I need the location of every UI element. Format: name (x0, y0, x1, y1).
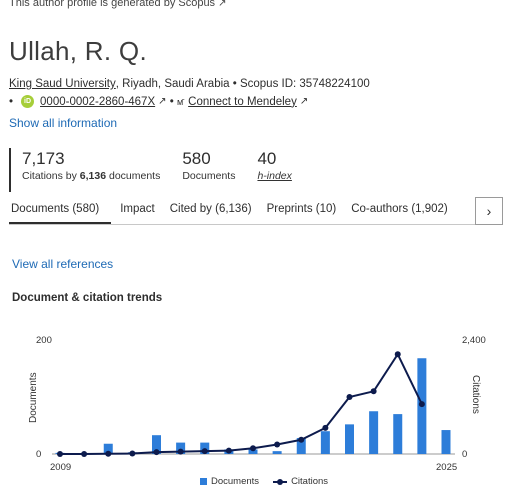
citations-point (346, 394, 353, 400)
citations-point (418, 401, 425, 408)
documents-bar (296, 438, 306, 454)
external-link-icon: ↗ (158, 96, 167, 107)
legend-citations-swatch (273, 478, 288, 485)
external-link-icon: ↗ (299, 96, 309, 107)
separator-dot: • (229, 78, 240, 90)
documents-bar (393, 414, 403, 454)
orcid-icon: iD (21, 95, 35, 108)
citations-docs-count: 6,136 (79, 170, 107, 182)
hindex-metric: 40 h-index (257, 148, 291, 192)
y-tick-label: 200 (36, 335, 52, 346)
citations-metric: 7,173 Citations by 6,136 documents (22, 148, 160, 192)
citations-point (274, 441, 281, 448)
legend-documents-label: Documents (211, 476, 260, 487)
tab-preprints[interactable]: Preprints (10) (266, 203, 337, 215)
citations-point (225, 447, 232, 454)
institution-link[interactable]: King Saud University (9, 78, 116, 90)
legend-citations-label: Citations (291, 476, 329, 487)
author-name: Ullah, R. Q. (9, 36, 147, 66)
citations-point (177, 448, 184, 455)
chevron-right-icon: › (486, 203, 492, 219)
legend-documents-swatch (200, 478, 207, 485)
documents-bar (272, 451, 282, 454)
citations-label: Citations by 6,136 documents (22, 170, 161, 182)
x-tick-label: 2025 (436, 462, 457, 472)
x-tick-label: 2009 (50, 462, 71, 472)
separator-dot: • (166, 95, 177, 108)
separator-dot: • (9, 95, 14, 108)
citations-point (370, 388, 377, 395)
orcid-mendeley-line: • iD 0000-0002-2860-467X ↗ • ᴍ̄ Connect … (9, 95, 308, 108)
documents-bar (369, 411, 379, 454)
y-tick-label: 0 (36, 449, 41, 460)
citations-line (60, 352, 423, 455)
documents-bar (152, 435, 161, 454)
citations-point (250, 445, 256, 452)
citations-point (153, 449, 160, 456)
tab-impact[interactable]: Impact (120, 203, 155, 215)
citations-point (201, 448, 208, 455)
citations-point (105, 450, 112, 457)
documents-label: Documents (182, 170, 236, 182)
scopus-id: Scopus ID: 35748224100 (239, 78, 370, 90)
show-all-information-link[interactable]: Show all information (9, 116, 118, 130)
hindex-link[interactable]: h-index (257, 170, 292, 182)
metrics-panel: 7,173 Citations by 6,136 documents 580 D… (9, 148, 314, 192)
documents-bar (248, 449, 258, 454)
profile-tabs: Documents (580) Impact Cited by (6,136) … (9, 197, 475, 225)
chart-legend: Documents Citations (200, 476, 328, 487)
citations-point (129, 450, 136, 457)
y2-axis-title: Citations (470, 375, 481, 414)
citations-point (322, 424, 329, 431)
citations-point (298, 436, 305, 443)
external-link-icon: ↗ (218, 0, 227, 9)
documents-bar (176, 442, 186, 454)
tab-co-authors[interactable]: Co-authors (1,902) (351, 203, 448, 215)
tab-documents[interactable]: Documents (580) (9, 197, 112, 224)
document-citation-chart: 200 0 2,400 0 Documents Citations 2009 2025 (28, 335, 486, 472)
documents-value: 580 (182, 149, 211, 168)
mendeley-icon: ᴍ̄ (176, 96, 184, 107)
chart-section-title: Document & citation trends (12, 292, 163, 304)
y-axis-title: Documents (28, 372, 39, 423)
affiliation-line: King Saud University , Riyadh, Saudi Ara… (9, 78, 370, 90)
citations-point (394, 351, 401, 358)
scopus-generated-note[interactable]: This author profile is generated by Scop… (9, 0, 227, 9)
y2-tick-label: 2,400 (462, 335, 486, 346)
view-all-references-link[interactable]: View all references (12, 257, 114, 271)
citations-value: 7,173 (22, 149, 65, 168)
documents-bar (103, 443, 113, 454)
orcid-link[interactable]: 0000-0002-2860-467X (40, 95, 156, 108)
tab-cited-by[interactable]: Cited by (6,136) (169, 203, 252, 215)
tabs-next-button[interactable]: › (475, 197, 503, 225)
y2-tick-label: 0 (462, 449, 467, 460)
mendeley-link[interactable]: Connect to Mendeley (188, 95, 297, 108)
documents-bar (320, 431, 330, 454)
location-text: , Riyadh, Saudi Arabia (115, 78, 230, 90)
citations-point (57, 451, 63, 457)
documents-bar (441, 430, 451, 454)
documents-bar (345, 424, 354, 454)
hindex-value: 40 (257, 149, 277, 168)
citations-point (81, 451, 88, 457)
documents-metric: 580 Documents (182, 148, 235, 192)
